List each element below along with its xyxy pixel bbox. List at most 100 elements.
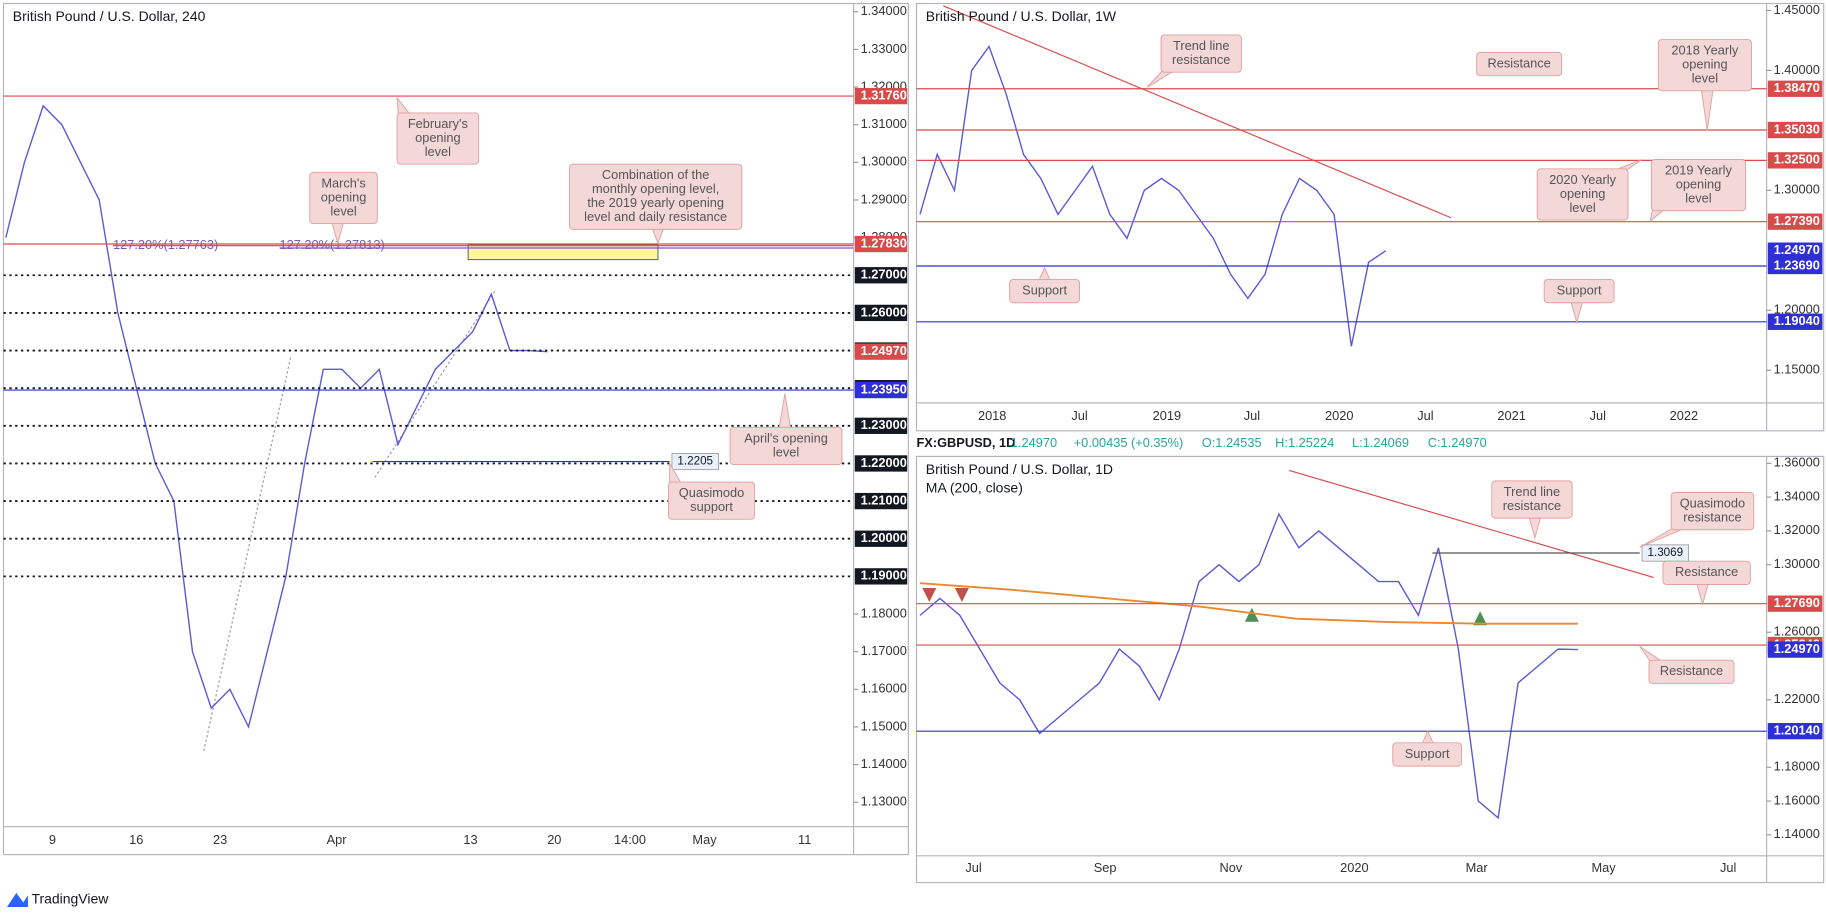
x-tick-label: 14:00 — [614, 832, 646, 847]
callout-text: level — [425, 144, 451, 159]
price-tag — [1767, 641, 1823, 658]
y-tick-label: 1.33000 — [861, 41, 907, 56]
price-tag-label: 1.38470 — [1774, 80, 1820, 95]
callout-text: February's — [408, 116, 468, 131]
price-tag-label: 1.27390 — [1774, 213, 1820, 228]
price-tag — [854, 417, 908, 434]
price-tag — [854, 235, 908, 253]
y-tick-label: 1.36000 — [1774, 455, 1820, 470]
price-tag — [854, 87, 908, 105]
price-tag — [854, 455, 908, 472]
y-tick-label: 1.40000 — [1774, 62, 1820, 77]
callout-text: Quasimodo — [1680, 496, 1745, 511]
price-tag-label: 1.19040 — [1774, 313, 1820, 328]
callout-text: Resistance — [1675, 564, 1738, 579]
y-tick-label: 1.18000 — [1774, 759, 1820, 774]
callout-text: Quasimodo — [679, 485, 744, 500]
price-tag — [854, 530, 908, 547]
info-low: L:1.24069 — [1352, 435, 1409, 450]
callout-text: level — [1685, 190, 1711, 205]
chart-title: British Pound / U.S. Dollar, 1D — [926, 461, 1113, 477]
price-tag-label: 1.19000 — [861, 568, 907, 583]
x-tick-label: 2020 — [1340, 860, 1368, 875]
x-tick-label: Jul — [1244, 408, 1260, 423]
x-tick-label: Mar — [1466, 860, 1489, 875]
price-tag — [1767, 213, 1823, 230]
callout-text: 2018 Yearly — [1671, 43, 1738, 58]
price-tag — [854, 267, 908, 284]
callout — [667, 481, 756, 520]
callout-text: Support — [1557, 282, 1602, 297]
x-tick-label: 2019 — [1153, 408, 1181, 423]
brand[interactable]: TradingView — [31, 891, 109, 907]
callout — [1160, 34, 1242, 73]
x-tick-label: Jul — [965, 860, 981, 875]
callout — [1536, 168, 1629, 221]
panel-border — [915, 455, 1825, 884]
chart-title: British Pound / U.S. Dollar, 240 — [13, 8, 206, 24]
price-line — [5, 104, 548, 729]
y-tick-label: 1.16000 — [1774, 792, 1820, 807]
level-tag-label: 1.3069 — [1648, 546, 1684, 559]
callout-text: Support — [1405, 746, 1450, 761]
y-tick-label: 1.32000 — [1774, 522, 1820, 537]
x-tick-label: May — [1591, 860, 1616, 875]
callout-text: opening — [415, 130, 461, 145]
x-tick-label: 9 — [49, 832, 56, 847]
y-tick-label: 1.34000 — [1774, 488, 1820, 503]
price-tag-label: 1.27000 — [861, 267, 907, 282]
info-symbol: FX:GBPUSD, 1D — [916, 435, 1015, 450]
x-tick-label: 16 — [129, 832, 143, 847]
y-tick-label: 1.18000 — [861, 605, 907, 620]
callout — [1392, 742, 1462, 767]
y-tick-label: 1.34000 — [861, 3, 907, 18]
callout-text: Resistance — [1487, 55, 1550, 70]
callout — [729, 426, 843, 466]
chart-subtitle: MA (200, close) — [926, 480, 1023, 496]
callout — [1543, 278, 1615, 304]
price-tag-label: 1.27690 — [1774, 595, 1820, 610]
callout-text: opening — [321, 189, 367, 204]
callout — [1670, 492, 1755, 531]
callout-text: opening — [1682, 57, 1728, 72]
callout-text: resistance — [1683, 510, 1741, 525]
trend-line — [943, 5, 1452, 219]
x-tick-label: 11 — [798, 832, 811, 847]
callout-text: level — [330, 203, 356, 218]
callout — [309, 171, 378, 225]
callout-text: Trend line — [1173, 38, 1229, 53]
x-tick-label: Jul — [1417, 408, 1433, 423]
arrow-down — [954, 587, 969, 602]
x-tick-label: 23 — [213, 832, 227, 847]
price-tag — [1767, 313, 1823, 330]
x-tick-label: 2020 — [1325, 408, 1353, 423]
price-tag-label: 1.21000 — [861, 492, 907, 507]
callout-text: Combination of the — [602, 167, 709, 182]
x-tick-label: Apr — [327, 832, 348, 847]
callout-text: the 2019 yearly opening — [587, 195, 724, 210]
callout-text: level — [1692, 71, 1718, 86]
info-open: O:1.24535 — [1202, 435, 1262, 450]
price-tag — [1767, 152, 1823, 169]
panel-border — [2, 2, 909, 856]
x-tick-label: 2018 — [978, 408, 1006, 423]
price-tag — [1767, 80, 1823, 97]
callout — [1657, 39, 1752, 92]
info-last: 1.24970 — [1011, 435, 1057, 450]
price-tag-label: 1.27830 — [861, 235, 907, 250]
callout-text: opening — [1676, 177, 1722, 192]
y-tick-label: 1.20000 — [1774, 302, 1820, 317]
price-tag-label: 1.31760 — [861, 87, 907, 102]
callout — [1650, 159, 1747, 212]
x-tick-label: 20 — [547, 832, 561, 847]
info-change: +0.00435 (+0.35%) — [1074, 435, 1184, 450]
x-tick-label: 13 — [463, 832, 477, 847]
callout-text: March's — [321, 175, 365, 190]
x-tick-label: Jul — [1590, 408, 1606, 423]
callout-text: monthly opening level, — [592, 181, 719, 196]
callout-text: resistance — [1172, 52, 1230, 67]
price-tag-label: 1.23690 — [1774, 257, 1820, 272]
callout — [1009, 278, 1080, 304]
y-tick-label: 1.14000 — [1774, 826, 1820, 841]
